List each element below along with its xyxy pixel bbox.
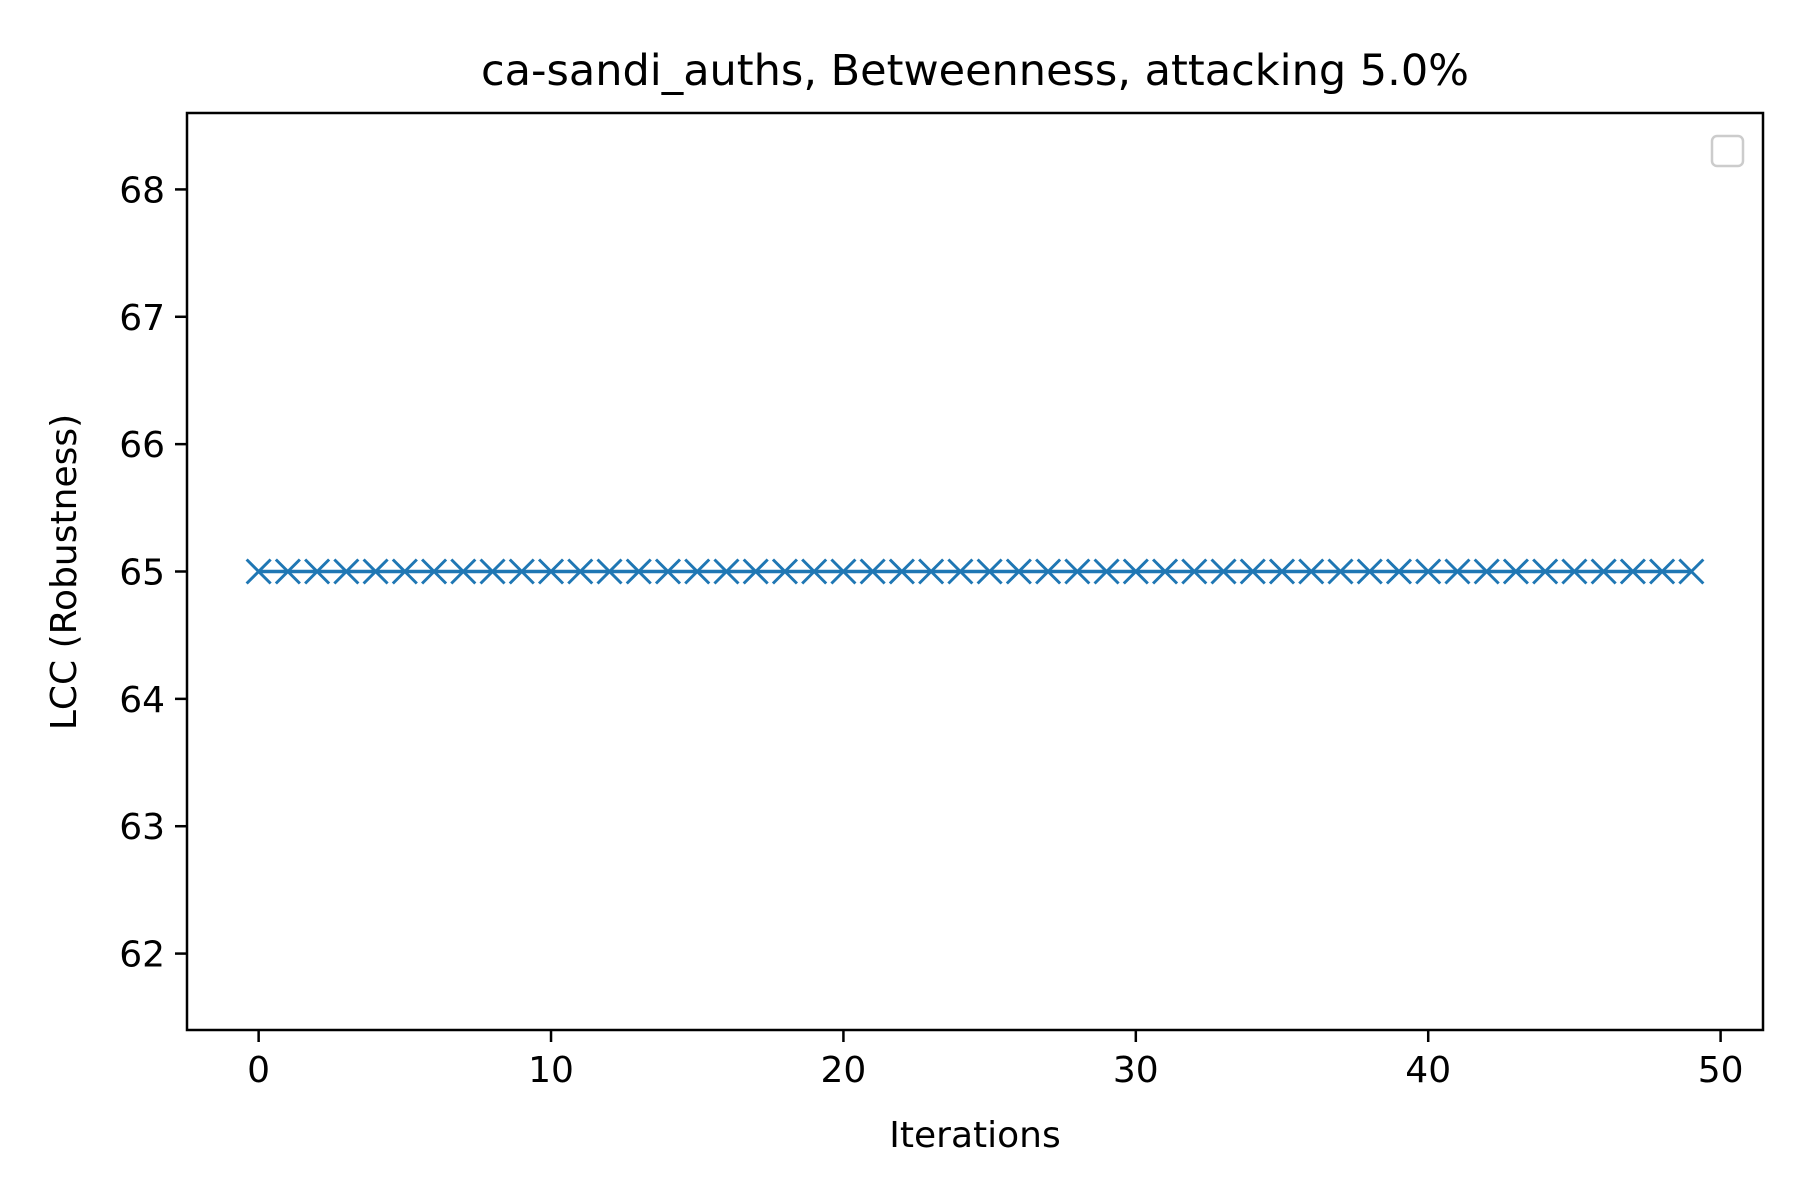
data-point-x-marker [1298, 558, 1325, 585]
data-point-x-marker [537, 558, 565, 585]
data-point-x-marker [1181, 558, 1208, 585]
legend-box [1710, 134, 1745, 168]
y-tick-label: 64 [119, 680, 165, 721]
series-layer [245, 558, 1705, 585]
y-ticks: 62 63 64 65 66 67 68 [119, 170, 187, 976]
data-point-x-marker [1064, 558, 1091, 585]
data-point-x-marker [771, 558, 799, 585]
data-point-x-marker [742, 558, 769, 585]
data-point-x-marker [479, 558, 506, 585]
plot-frame [185, 111, 1765, 1032]
data-point-x-marker [1590, 558, 1617, 585]
data-point-x-marker [1385, 558, 1413, 585]
data-point-x-marker [888, 558, 915, 585]
chart-title: ca-sandi_auths, Betweenness, attacking 5… [481, 46, 1469, 96]
data-point-x-marker [274, 558, 301, 585]
y-tick-label: 65 [119, 553, 165, 594]
data-point-x-marker [362, 558, 389, 585]
data-point-x-marker [1210, 558, 1237, 585]
data-point-x-marker [1473, 558, 1500, 585]
y-tick-label: 63 [119, 807, 165, 848]
y-tick-label: 68 [119, 170, 165, 211]
data-point-x-marker [421, 558, 448, 585]
data-point-x-marker [1239, 558, 1266, 585]
data-point-x-marker [1444, 558, 1471, 585]
data-point-x-marker [567, 558, 594, 585]
data-point-x-marker [801, 558, 828, 585]
x-axis-label: Iterations [889, 1115, 1060, 1156]
data-point-x-marker [333, 558, 360, 585]
data-point-x-marker [1678, 558, 1705, 585]
y-axis-label: LCC (Robustness) [44, 414, 85, 730]
data-point-x-marker [976, 558, 1003, 585]
data-point-x-marker [1502, 558, 1529, 585]
data-point-x-marker [625, 558, 652, 585]
data-point-x-marker [1327, 558, 1354, 585]
x-tick-label: 30 [1113, 1050, 1159, 1091]
data-point-x-marker [391, 558, 418, 585]
data-point-x-marker [1093, 558, 1120, 585]
data-point-x-marker [713, 558, 740, 585]
data-point-x-marker [508, 558, 535, 585]
data-point-x-marker [1005, 558, 1032, 585]
data-point-x-marker [830, 558, 857, 585]
data-point-x-marker [1151, 558, 1179, 585]
x-tick-label: 0 [247, 1050, 270, 1091]
data-point-x-marker [918, 558, 945, 585]
y-tick-label: 67 [119, 298, 165, 339]
data-point-x-marker [1415, 558, 1442, 585]
x-ticks: 0 10 20 30 40 50 [247, 1030, 1744, 1091]
data-point-x-marker [1619, 558, 1646, 585]
data-point-x-marker [1649, 558, 1676, 585]
data-point-x-marker [450, 558, 477, 585]
x-tick-label: 10 [528, 1050, 574, 1091]
x-tick-label: 40 [1405, 1050, 1451, 1091]
data-point-x-marker [245, 558, 272, 585]
data-point-x-marker [1532, 558, 1559, 585]
data-point-x-marker [1356, 558, 1383, 585]
y-tick-label: 62 [119, 935, 165, 976]
data-point-x-marker [654, 558, 682, 585]
x-tick-label: 20 [821, 1050, 867, 1091]
data-point-x-marker [859, 558, 886, 585]
data-point-x-marker [1268, 558, 1296, 585]
data-point-x-marker [684, 558, 711, 585]
data-point-x-marker [1035, 558, 1062, 585]
data-point-x-marker [304, 558, 331, 585]
x-tick-label: 50 [1698, 1050, 1744, 1091]
data-point-x-marker [596, 558, 623, 585]
data-point-x-marker [1561, 558, 1588, 585]
data-point-x-marker [1122, 558, 1149, 585]
data-point-x-marker [947, 558, 974, 585]
y-tick-label: 66 [119, 425, 165, 466]
